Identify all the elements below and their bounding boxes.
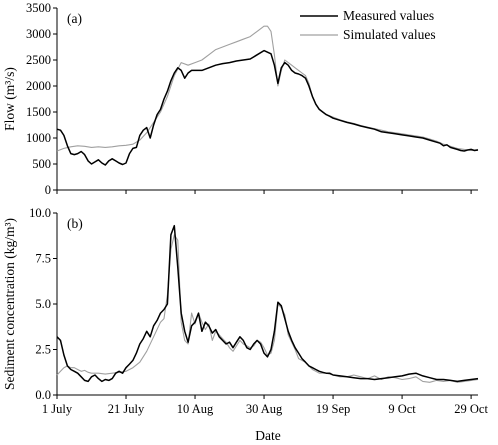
- x-tick-label: 19 Sep: [316, 402, 350, 416]
- x-tick-label: 9 Oct: [388, 402, 416, 416]
- y-tick-label: 1000: [26, 131, 51, 145]
- simulated-series-line: [56, 234, 479, 383]
- x-axis-title: Date: [255, 428, 280, 443]
- simulated-series-line: [56, 25, 479, 152]
- y-tick-label: 3500: [26, 1, 51, 15]
- flow-panel: 0 500 1000 1500 2000 2500 3000 3500 Flow (m³/s) (…: [2, 1, 479, 197]
- y-axis-title: Sediment concentration (kg/m³): [2, 218, 17, 390]
- measured-series-line: [56, 224, 479, 383]
- y-tick-label: 10.0: [29, 206, 51, 220]
- legend-label-simulated: Simulated values: [343, 27, 436, 42]
- panel-label: (b): [67, 216, 83, 231]
- y-tick-label: 1500: [26, 105, 51, 119]
- y-tick-label: 7.5: [35, 252, 51, 266]
- panel-label: (a): [67, 11, 82, 26]
- y-tick-label: 0.0: [35, 388, 51, 402]
- date-axis: 1 July 21 July 10 Aug 30 Aug 19 Sep 9 Oct 29 O…: [42, 402, 489, 416]
- measured-series-line: [56, 49, 479, 166]
- y-tick-label: 2500: [26, 53, 51, 67]
- legend-label-measured: Measured values: [343, 8, 434, 23]
- y-tick-label: 2.5: [35, 343, 51, 357]
- x-tick-label: 1 July: [42, 402, 73, 416]
- sediment-panel: 0.0 2.5 5.0 7.5 10.0 Sediment concentration (…: [2, 206, 479, 402]
- y-tick-label: 5.0: [35, 297, 51, 311]
- legend: Measured values Simulated values: [300, 8, 436, 42]
- x-tick-label: 29 Oct: [454, 402, 488, 416]
- x-tick-label: 21 July: [108, 402, 145, 416]
- y-tick-label: 500: [32, 157, 51, 171]
- y-axis-title: Flow (m³/s): [2, 67, 17, 131]
- y-tick-label: 3000: [26, 27, 51, 41]
- y-tick-label: 0: [45, 183, 51, 197]
- x-tick-label: 30 Aug: [246, 402, 283, 416]
- y-tick-label: 2000: [26, 79, 51, 93]
- x-tick-label: 10 Aug: [177, 402, 214, 416]
